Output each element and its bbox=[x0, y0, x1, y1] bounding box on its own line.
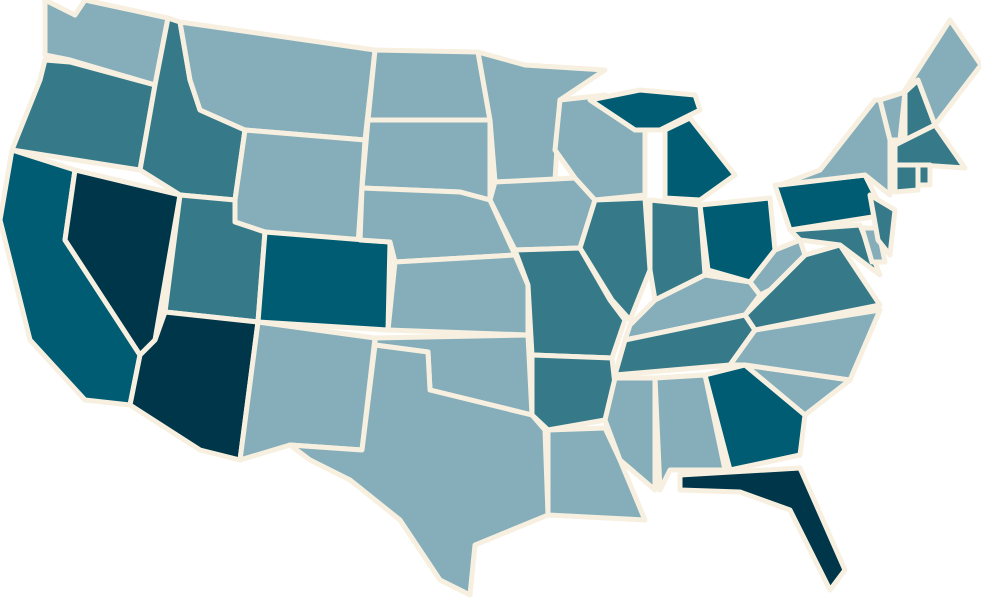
state-ar bbox=[529, 352, 618, 433]
state-ms bbox=[602, 375, 658, 493]
state-me bbox=[902, 17, 981, 128]
state-mi-up bbox=[587, 87, 703, 133]
state-mi bbox=[662, 115, 738, 203]
state-wv bbox=[747, 237, 808, 298]
state-co bbox=[255, 229, 393, 333]
state-fl bbox=[677, 465, 848, 593]
state-ks bbox=[385, 252, 531, 338]
state-al bbox=[652, 372, 728, 493]
state-la bbox=[545, 425, 648, 523]
state-md bbox=[787, 222, 883, 278]
state-il bbox=[577, 195, 653, 323]
state-nc bbox=[727, 307, 883, 383]
state-ma bbox=[892, 122, 968, 171]
state-nd bbox=[365, 47, 493, 123]
state-ny bbox=[777, 97, 893, 198]
state-nj bbox=[867, 192, 898, 258]
state-nm bbox=[237, 319, 378, 463]
state-ri bbox=[915, 162, 933, 188]
state-ct bbox=[892, 162, 921, 195]
